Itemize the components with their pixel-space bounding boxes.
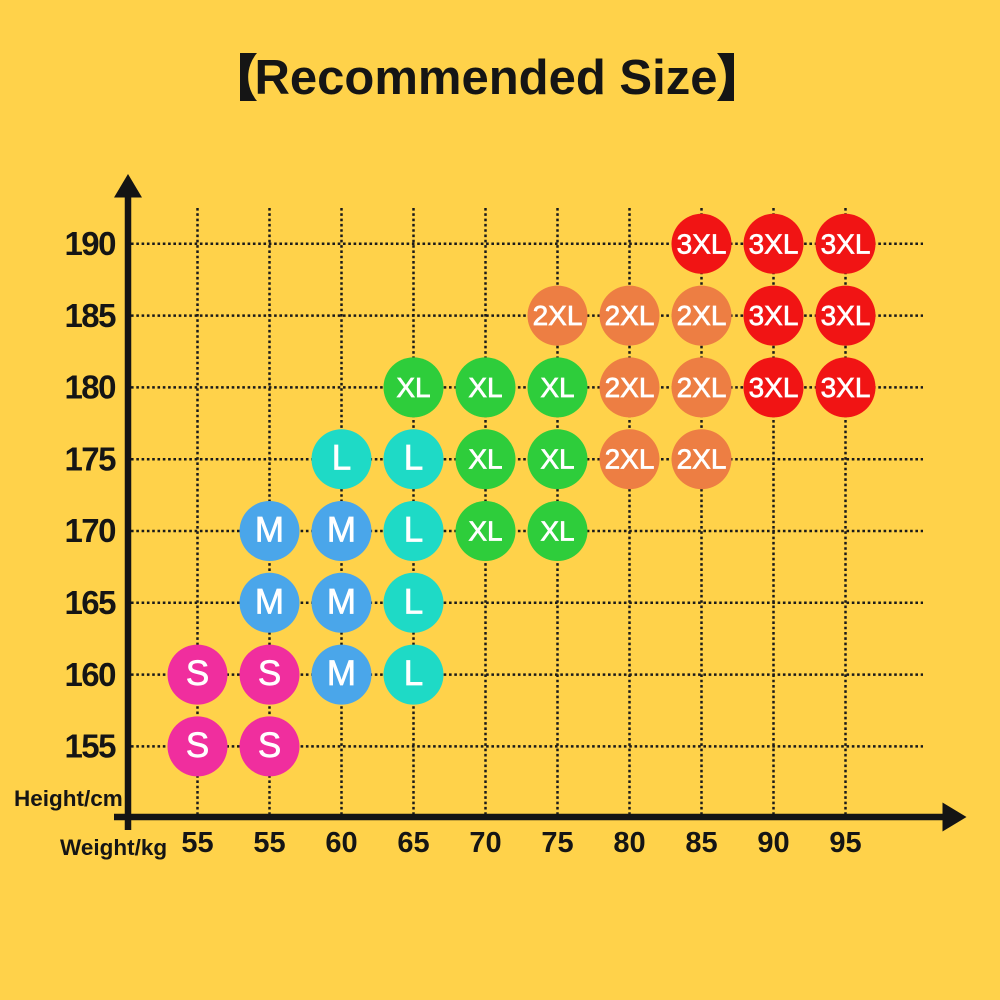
svg-text:Recommended Size: Recommended Size [255,51,718,105]
svg-text:M: M [255,582,284,621]
svg-text:2XL: 2XL [605,300,655,331]
svg-text:175: 175 [64,440,116,477]
svg-text:L: L [404,582,423,621]
svg-text:190: 190 [64,225,115,262]
svg-text:XL: XL [540,516,574,547]
svg-text:70: 70 [469,827,501,859]
svg-text:XL: XL [468,516,502,547]
svg-text:95: 95 [829,827,861,859]
svg-text:XL: XL [396,372,430,403]
svg-text:L: L [332,439,351,478]
svg-text:3XL: 3XL [749,372,799,403]
svg-text:2XL: 2XL [677,444,727,475]
svg-text:Height/cm: Height/cm [14,786,123,811]
svg-text:S: S [258,654,281,693]
svg-text:M: M [327,582,356,621]
svg-text:2XL: 2XL [677,300,727,331]
svg-text:55: 55 [181,827,213,859]
svg-text:65: 65 [397,827,429,859]
svg-text:2XL: 2XL [605,372,655,403]
svg-text:2XL: 2XL [605,444,655,475]
svg-text:180: 180 [64,369,115,406]
svg-text:3XL: 3XL [821,300,871,331]
svg-text:L: L [404,439,423,478]
svg-text:90: 90 [757,827,789,859]
svg-text:M: M [327,511,356,550]
svg-text:XL: XL [540,444,574,475]
svg-text:80: 80 [613,827,645,859]
svg-text:L: L [404,654,423,693]
svg-text:L: L [404,511,423,550]
svg-text:60: 60 [325,827,357,859]
svg-text:Weight/kg: Weight/kg [60,835,167,860]
svg-text:165: 165 [64,584,116,621]
svg-text:3XL: 3XL [749,228,799,259]
svg-text:3XL: 3XL [821,228,871,259]
svg-text:55: 55 [253,827,285,859]
svg-text:S: S [186,654,209,693]
svg-text:XL: XL [468,444,502,475]
svg-text:S: S [186,726,209,765]
svg-text:S: S [258,726,281,765]
svg-text:160: 160 [64,656,115,693]
svg-text:85: 85 [685,827,717,859]
svg-text:XL: XL [468,372,502,403]
svg-text:3XL: 3XL [749,300,799,331]
svg-text:75: 75 [541,827,573,859]
svg-text:155: 155 [64,728,116,765]
svg-text:185: 185 [64,297,116,334]
svg-text:3XL: 3XL [821,372,871,403]
svg-text:XL: XL [540,372,574,403]
svg-text:170: 170 [64,512,115,549]
svg-text:2XL: 2XL [533,300,583,331]
svg-text:3XL: 3XL [677,228,727,259]
svg-text:M: M [255,511,284,550]
svg-text:2XL: 2XL [677,372,727,403]
svg-text:M: M [327,654,356,693]
